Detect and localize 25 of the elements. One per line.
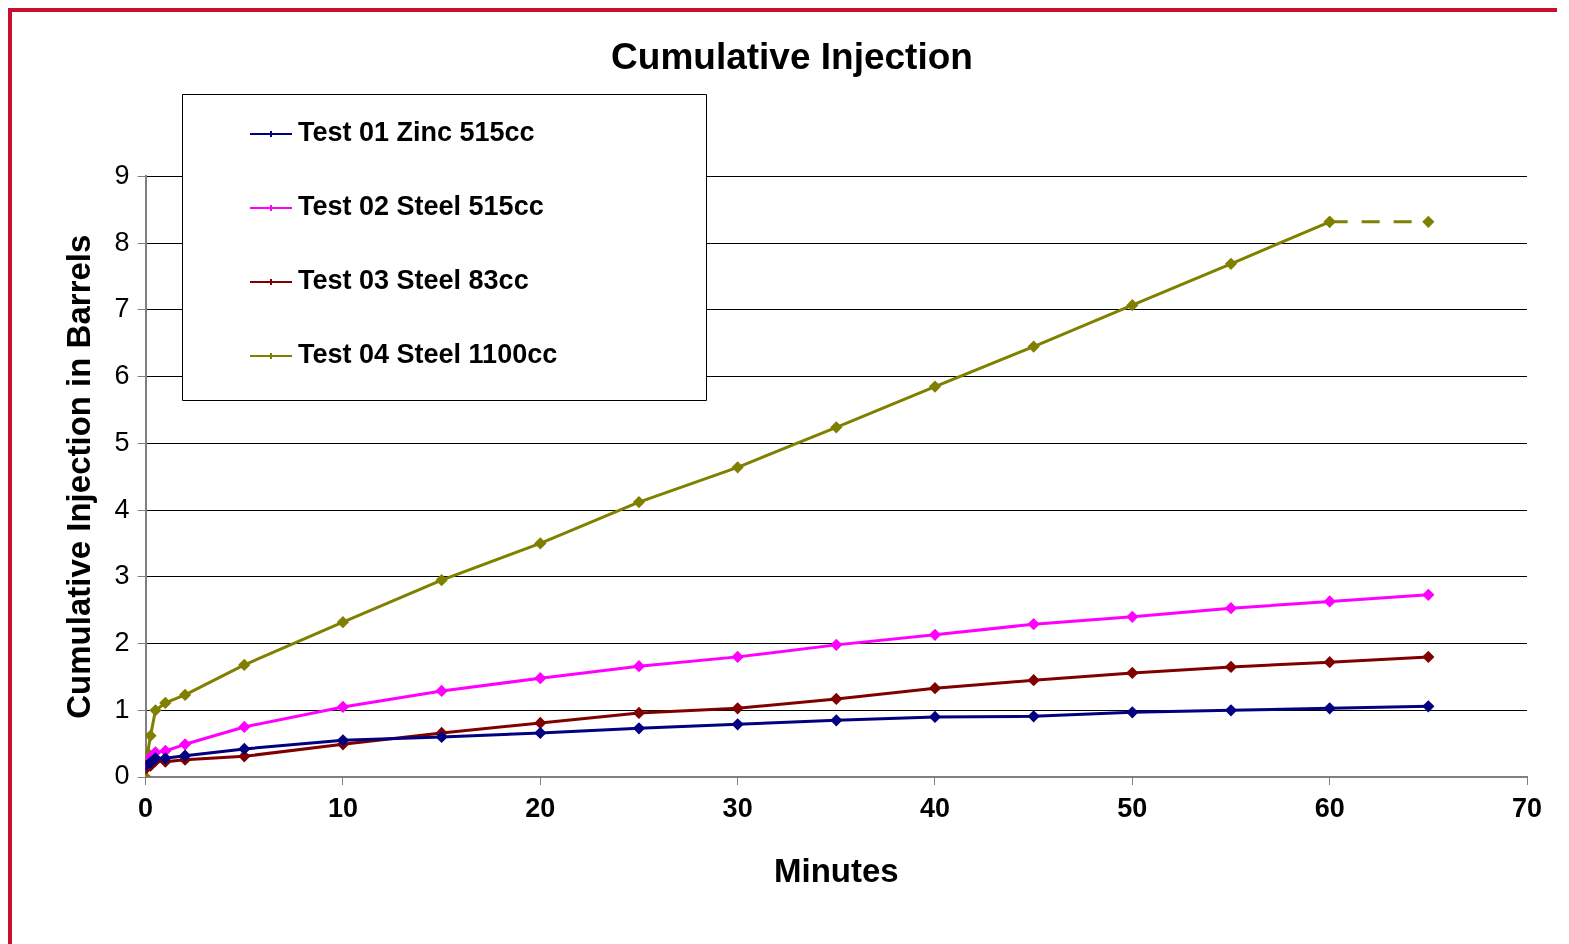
x-tick-label: 10: [327, 792, 358, 823]
x-tick-label: 40: [919, 792, 950, 823]
x-tick-label: 20: [525, 792, 556, 823]
y-axis-title: Cumulative Injection in Barrels: [59, 234, 97, 719]
y-tick-label: 8: [114, 226, 130, 257]
y-tick-label: 4: [114, 493, 130, 524]
y-tick-label: 5: [114, 426, 130, 457]
y-tick-label: 7: [114, 293, 130, 324]
chart-title: Cumulative Injection: [611, 36, 973, 78]
x-tick-label: 0: [138, 792, 154, 823]
y-tick-label: 0: [114, 760, 130, 791]
x-tick-label: 60: [1314, 792, 1345, 823]
legend-label: Test 02 Steel 515cc: [298, 191, 544, 222]
y-tick-label: 2: [114, 626, 130, 657]
legend-label: Test 01 Zinc 515cc: [298, 117, 535, 148]
x-tick-label: 50: [1117, 792, 1148, 823]
y-tick-label: 9: [114, 159, 130, 190]
y-tick-label: 1: [114, 693, 130, 724]
y-tick-label: 6: [114, 360, 130, 391]
y-tick-label: 3: [114, 560, 130, 591]
x-tick-label: 70: [1511, 792, 1543, 823]
legend-label: Test 04 Steel 1100cc: [298, 339, 558, 370]
x-tick-label: 30: [722, 792, 753, 823]
x-axis-title: Minutes: [773, 852, 899, 890]
legend-label: Test 03 Steel 83cc: [298, 265, 529, 296]
